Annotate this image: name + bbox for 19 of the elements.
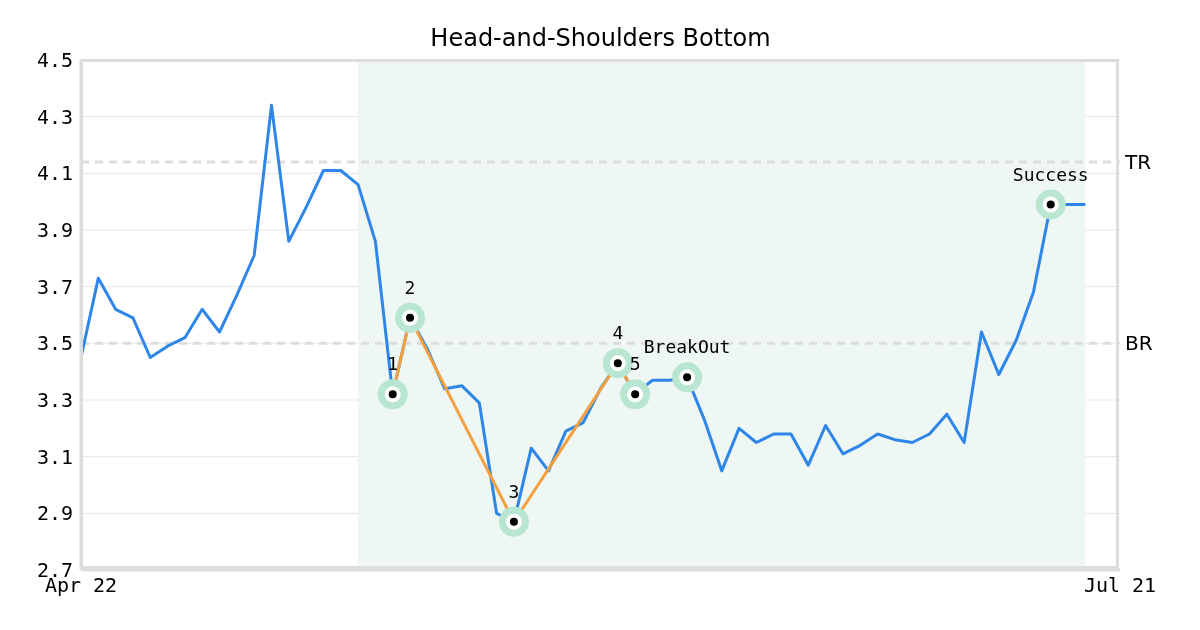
annotation: 3 [508, 480, 520, 502]
y-tick-label: 4.1 [36, 161, 73, 186]
annotation: 5 [629, 353, 641, 375]
annotation: 2 [404, 276, 416, 298]
y-tick-label: 3.7 [36, 274, 73, 299]
x-tick-label: Jul 21 [1083, 573, 1157, 598]
y-tick-label: 2.9 [36, 501, 73, 526]
y-tick-label: 4.3 [36, 104, 73, 129]
ref-line-label: TR [1124, 150, 1152, 175]
annotation: Success [1012, 163, 1089, 185]
y-tick-label: 3.3 [36, 388, 73, 413]
y-tick-label: 4.5 [36, 48, 73, 73]
annotation: 4 [612, 322, 624, 344]
ref-line-label: BR [1125, 331, 1153, 356]
annotation: BreakOut [643, 336, 731, 358]
y-tick-label: 3.1 [36, 444, 73, 469]
y-tick-label: 3.9 [36, 218, 73, 243]
chart-title: Head-and-Shoulders Bottom [429, 24, 772, 52]
y-tick-label: 3.5 [36, 331, 73, 356]
